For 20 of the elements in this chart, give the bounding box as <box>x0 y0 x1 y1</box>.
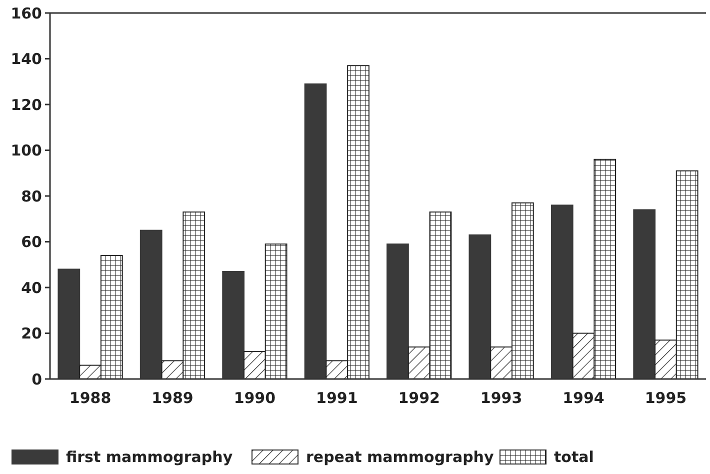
x-tick-label: 1991 <box>316 389 358 407</box>
x-tick-label: 1993 <box>480 389 522 407</box>
x-tick-label: 1992 <box>398 389 440 407</box>
y-tick-label: 80 <box>21 187 42 206</box>
x-tick-label: 1989 <box>152 389 194 407</box>
x-tick-label: 1995 <box>644 389 687 407</box>
y-tick-label: 120 <box>10 96 42 114</box>
y-tick-label: 20 <box>21 324 42 342</box>
y-tick-label: 140 <box>10 50 42 68</box>
y-tick-label: 160 <box>10 4 42 22</box>
y-tick-label: 60 <box>21 233 42 251</box>
x-tick-label: 1988 <box>69 389 112 407</box>
y-tick-label: 100 <box>10 142 42 160</box>
x-tick-label: 1994 <box>562 389 604 407</box>
legend-label: first mammography <box>66 448 233 466</box>
x-tick-label: 1990 <box>234 389 276 407</box>
y-tick-label: 40 <box>21 278 42 297</box>
legend-label: repeat mammography <box>306 448 494 466</box>
legend-label: total <box>554 448 594 466</box>
y-tick-label: 0 <box>32 370 42 388</box>
